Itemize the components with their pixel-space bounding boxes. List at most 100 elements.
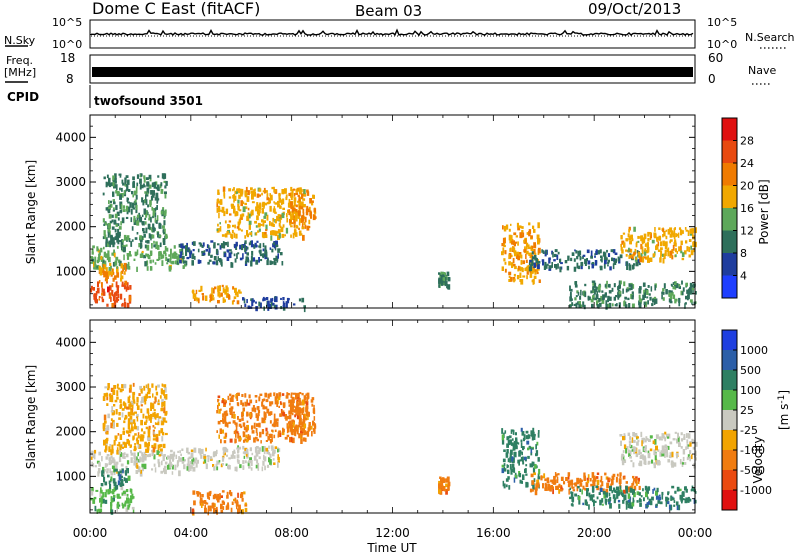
- echo-cell: [238, 291, 242, 294]
- echo-cell: [304, 400, 307, 404]
- echo-cell: [106, 425, 110, 431]
- echo-cell: [627, 449, 631, 454]
- range-tick-label: 1000: [55, 264, 86, 278]
- echo-cell: [141, 397, 144, 403]
- echo-cell: [273, 422, 276, 428]
- echo-cell: [513, 477, 516, 483]
- echo-cell: [529, 272, 533, 278]
- echo-cell: [629, 455, 632, 459]
- echo-cell: [118, 474, 122, 480]
- echo-cell: [609, 266, 612, 271]
- echo-cell: [535, 269, 539, 273]
- echo-cell: [508, 261, 511, 266]
- echo-cell: [513, 232, 517, 236]
- echo-cell: [505, 452, 509, 458]
- echo-cell: [505, 226, 508, 229]
- echo-cell: [222, 186, 226, 192]
- echo-cell: [301, 410, 304, 415]
- echo-cell: [210, 254, 213, 258]
- echo-cell: [512, 240, 515, 246]
- echo-cell: [183, 464, 186, 470]
- echo-cell: [229, 231, 231, 235]
- echo-cell: [204, 504, 206, 509]
- echo-cell: [148, 442, 150, 447]
- velocity-colorbar-tick-label: 1000: [740, 344, 768, 357]
- echo-cell: [681, 462, 684, 465]
- echo-cell: [94, 449, 97, 454]
- velocity-colorbar-tick-label: -500: [740, 464, 765, 477]
- echo-cell: [629, 444, 633, 449]
- echo-cell: [120, 221, 122, 226]
- echo-cell: [533, 472, 536, 476]
- echo-cell: [136, 266, 138, 272]
- echo-cell: [273, 434, 276, 439]
- echo-cell: [241, 497, 244, 502]
- echo-cell: [269, 392, 272, 397]
- echo-cell: [526, 440, 530, 445]
- echo-cell: [508, 252, 512, 256]
- echo-cell: [655, 245, 658, 251]
- echo-cell: [219, 428, 222, 434]
- echo-cell: [551, 262, 553, 268]
- echo-cell: [686, 443, 689, 450]
- echo-cell: [588, 265, 590, 270]
- echo-cell: [628, 235, 631, 241]
- echo-cell: [675, 501, 679, 506]
- echo-cell: [137, 452, 139, 457]
- echo-cell: [174, 260, 177, 265]
- echo-cell: [192, 293, 195, 299]
- echo-cell: [596, 300, 599, 306]
- echo-cell: [215, 463, 218, 467]
- echo-cell: [671, 255, 674, 260]
- echo-cell: [659, 451, 663, 457]
- echo-cell: [277, 229, 281, 234]
- echo-cell: [662, 253, 664, 257]
- echo-cell: [231, 300, 234, 305]
- echo-cell: [624, 435, 626, 440]
- echo-cell: [302, 429, 304, 432]
- echo-cell: [443, 488, 447, 492]
- echo-cell: [164, 173, 167, 179]
- echo-cell: [128, 434, 131, 437]
- power-colorbar-segment: [722, 118, 737, 141]
- echo-cell: [154, 208, 157, 212]
- echo-cell: [619, 489, 623, 492]
- echo-cell: [202, 295, 205, 301]
- echo-cell: [308, 219, 311, 225]
- echo-cell: [106, 471, 109, 474]
- echo-cell: [152, 425, 155, 428]
- echo-cell: [139, 178, 142, 184]
- echo-cell: [117, 471, 121, 477]
- echo-cell: [244, 507, 248, 512]
- echo-cell: [694, 491, 697, 494]
- echo-cell: [100, 255, 103, 260]
- echo-cell: [661, 295, 663, 300]
- echo-cell: [263, 417, 266, 422]
- echo-cell: [303, 427, 305, 433]
- echo-cell: [112, 191, 115, 197]
- echo-cell: [115, 409, 118, 415]
- echo-cell: [218, 208, 221, 212]
- echo-cell: [306, 189, 309, 193]
- echo-cell: [290, 436, 293, 443]
- beam-title: Beam 03: [355, 2, 422, 20]
- echo-cell: [587, 260, 591, 265]
- echo-cell: [537, 432, 540, 438]
- echo-cell: [639, 502, 642, 507]
- echo-cell: [658, 436, 662, 441]
- echo-cell: [155, 192, 159, 199]
- echo-cell: [290, 425, 294, 428]
- echo-cell: [127, 201, 130, 204]
- echo-cell: [512, 457, 515, 463]
- echo-cell: [113, 410, 115, 415]
- echo-cell: [252, 405, 255, 408]
- echo-cell: [116, 493, 120, 499]
- echo-cell: [637, 240, 640, 243]
- echo-cell: [311, 430, 313, 437]
- echo-cell: [612, 487, 616, 491]
- echo-cell: [594, 260, 598, 266]
- echo-cell: [288, 404, 291, 407]
- echo-cell: [307, 415, 309, 420]
- echo-cell: [245, 256, 249, 262]
- echo-cell: [103, 246, 105, 250]
